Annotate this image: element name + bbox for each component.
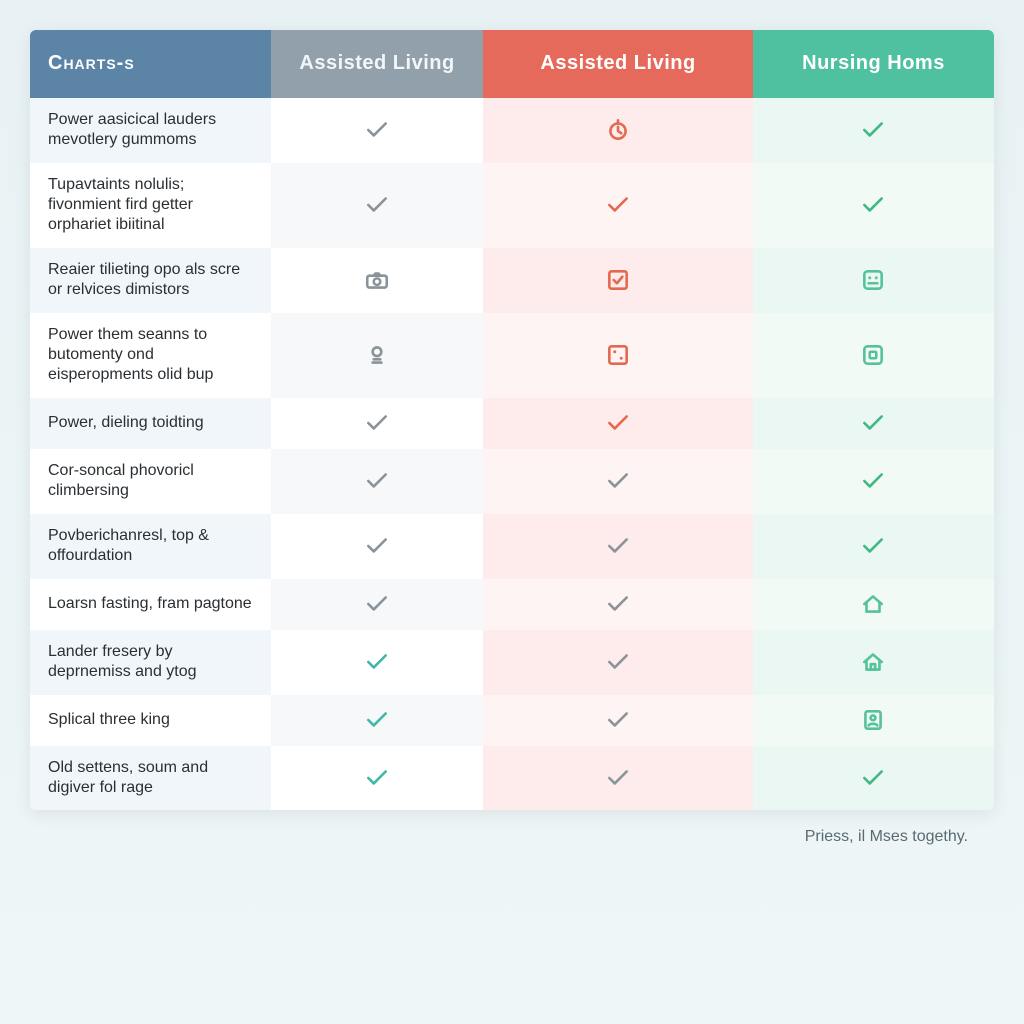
cell-col1	[271, 695, 483, 746]
header-row: Charts-s Assisted Living Assisted Living…	[30, 30, 994, 98]
header-col1: Assisted Living	[271, 30, 483, 98]
feature-label: Power, dieling toidting	[30, 398, 271, 449]
check-g-icon	[605, 537, 631, 554]
cell-col2	[483, 579, 753, 630]
check-icon	[860, 196, 886, 213]
table-row: Cor-soncal phovoricl climbersing	[30, 449, 994, 514]
check-icon	[860, 414, 886, 431]
badge-icon	[860, 711, 886, 728]
table-row: Power, dieling toidting	[30, 398, 994, 449]
cell-col1	[271, 313, 483, 398]
table-row: Lander fresery by deprnemiss and ytog	[30, 630, 994, 695]
check-g-icon	[605, 769, 631, 786]
header-features: Charts-s	[30, 30, 271, 98]
cell-col3	[753, 579, 994, 630]
check-o-icon	[605, 414, 631, 431]
cell-col2	[483, 746, 753, 811]
cell-col1	[271, 746, 483, 811]
check-icon	[364, 414, 390, 431]
cell-col1	[271, 163, 483, 248]
check-g-icon	[605, 595, 631, 612]
cell-col2	[483, 98, 753, 163]
feature-label: Cor-soncal phovoricl climbersing	[30, 449, 271, 514]
check-g-icon	[605, 472, 631, 489]
table-row: Power them seanns to butomenty ond eispe…	[30, 313, 994, 398]
cell-col3	[753, 695, 994, 746]
feature-label: Tupavtaints nolulis; fivonmient fird get…	[30, 163, 271, 248]
cell-col2	[483, 163, 753, 248]
check-g-icon	[605, 653, 631, 670]
cell-col3	[753, 98, 994, 163]
cell-col2	[483, 514, 753, 579]
check-icon	[364, 537, 390, 554]
feature-label: Loarsn fasting, fram pagtone	[30, 579, 271, 630]
cell-col1	[271, 398, 483, 449]
footnote: Priess, il Mses togethy.	[30, 810, 994, 846]
check-icon	[364, 595, 390, 612]
table-row: Povberichanresl, top & offourdation	[30, 514, 994, 579]
check-icon	[860, 769, 886, 786]
checkbox-icon	[605, 271, 631, 288]
cell-col3	[753, 746, 994, 811]
check-icon	[860, 537, 886, 554]
cell-col2	[483, 695, 753, 746]
lamp-icon	[364, 346, 390, 363]
cell-col3	[753, 630, 994, 695]
table-row: Old settens, soum and digiver fol rage	[30, 746, 994, 811]
check-t-icon	[364, 653, 390, 670]
feature-label: Povberichanresl, top & offourdation	[30, 514, 271, 579]
cell-col1	[271, 98, 483, 163]
cell-col1	[271, 449, 483, 514]
check-t-icon	[364, 769, 390, 786]
table-row: Reaier tilieting opo als scre or relvice…	[30, 248, 994, 313]
check-icon	[364, 121, 390, 138]
check-icon	[364, 196, 390, 213]
cell-col2	[483, 248, 753, 313]
check-t-icon	[364, 711, 390, 728]
feature-label: Lander fresery by deprnemiss and ytog	[30, 630, 271, 695]
cell-col1	[271, 514, 483, 579]
house-icon	[860, 595, 886, 612]
check-g-icon	[605, 711, 631, 728]
check-icon	[860, 472, 886, 489]
cell-col3	[753, 398, 994, 449]
table-row: Power aasicical lauders mevotlery gummom…	[30, 98, 994, 163]
header-col3: Nursing Homs	[753, 30, 994, 98]
table-row: Splical three king	[30, 695, 994, 746]
table-row: Tupavtaints nolulis; fivonmient fird get…	[30, 163, 994, 248]
camera-icon	[364, 271, 390, 288]
table-row: Loarsn fasting, fram pagtone	[30, 579, 994, 630]
cell-col1	[271, 248, 483, 313]
square-dots-icon	[860, 271, 886, 288]
dice-icon	[605, 346, 631, 363]
cell-col2	[483, 398, 753, 449]
feature-label: Power them seanns to butomenty ond eispe…	[30, 313, 271, 398]
cell-col2	[483, 449, 753, 514]
comparison-table: Charts-s Assisted Living Assisted Living…	[30, 30, 994, 810]
clock-icon	[605, 121, 631, 138]
cell-col3	[753, 449, 994, 514]
cell-col1	[271, 579, 483, 630]
feature-label: Power aasicical lauders mevotlery gummom…	[30, 98, 271, 163]
house-o-icon	[860, 653, 886, 670]
check-icon	[364, 472, 390, 489]
cell-col3	[753, 313, 994, 398]
header-col2: Assisted Living	[483, 30, 753, 98]
cell-col1	[271, 630, 483, 695]
feature-label: Old settens, soum and digiver fol rage	[30, 746, 271, 811]
cell-col3	[753, 248, 994, 313]
feature-label: Reaier tilieting opo als scre or relvice…	[30, 248, 271, 313]
check-icon	[860, 121, 886, 138]
cell-col2	[483, 313, 753, 398]
feature-label: Splical three king	[30, 695, 271, 746]
comparison-card: Charts-s Assisted Living Assisted Living…	[30, 30, 994, 810]
check-o-icon	[605, 196, 631, 213]
cell-col2	[483, 630, 753, 695]
cell-col3	[753, 514, 994, 579]
cell-col3	[753, 163, 994, 248]
square-target-icon	[860, 346, 886, 363]
